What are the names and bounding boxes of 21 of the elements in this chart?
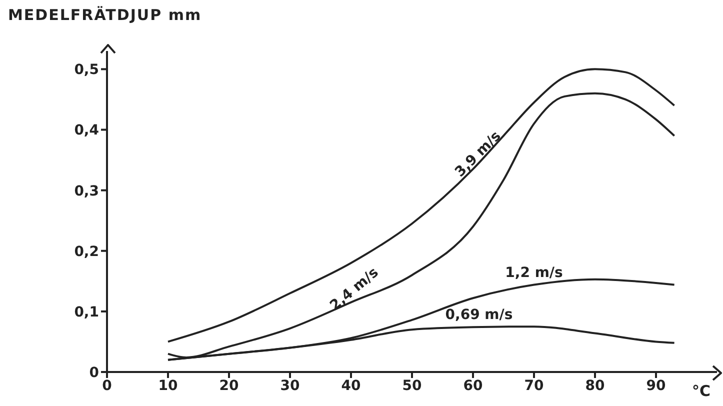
y-tick-label: 0,4 — [74, 122, 100, 139]
x-axis-title: °C — [692, 382, 711, 400]
y-tick-label: 0,5 — [74, 62, 99, 78]
y-tick-label: 0,2 — [74, 244, 99, 260]
series-label: 1,2 m/s — [505, 264, 563, 281]
y-tick-label: 0 — [89, 364, 100, 381]
x-tick-label: 40 — [341, 378, 361, 394]
x-tick-label: 0 — [102, 378, 112, 394]
y-tick-label: 0,1 — [74, 304, 99, 320]
x-tick-label: 50 — [402, 378, 422, 394]
series-label: 0,69 m/s — [445, 307, 513, 324]
y-tick-label: 0,3 — [74, 183, 99, 200]
x-tick-label: 20 — [219, 378, 239, 394]
x-tick-label: 10 — [158, 378, 178, 394]
x-tick-label: 80 — [585, 378, 605, 394]
text: 3,9 m/s — [452, 128, 504, 180]
y-axis-title: MEDELFRÄTDJUP mm — [8, 6, 202, 24]
x-tick-label: 30 — [280, 378, 300, 394]
x-tick-label: 60 — [463, 378, 483, 394]
x-tick-label: 90 — [646, 378, 666, 394]
x-tick-label: 70 — [524, 378, 544, 394]
